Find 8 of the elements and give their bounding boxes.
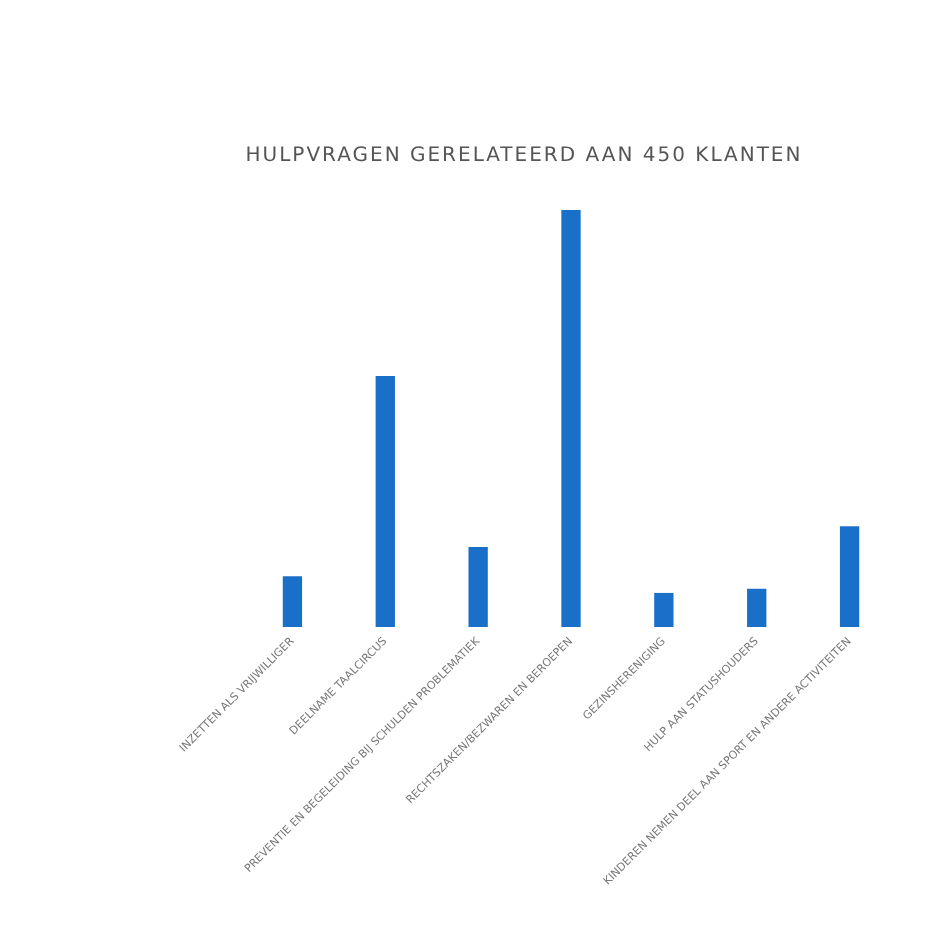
bar (282, 576, 303, 627)
bar (468, 547, 488, 627)
bar (654, 592, 674, 627)
bar (839, 526, 860, 627)
chart-title: HULPVRAGEN GERELATEERD AAN 450 KLANTEN (245, 145, 803, 168)
bar (747, 588, 767, 627)
bar (375, 376, 395, 627)
bar (561, 210, 581, 627)
